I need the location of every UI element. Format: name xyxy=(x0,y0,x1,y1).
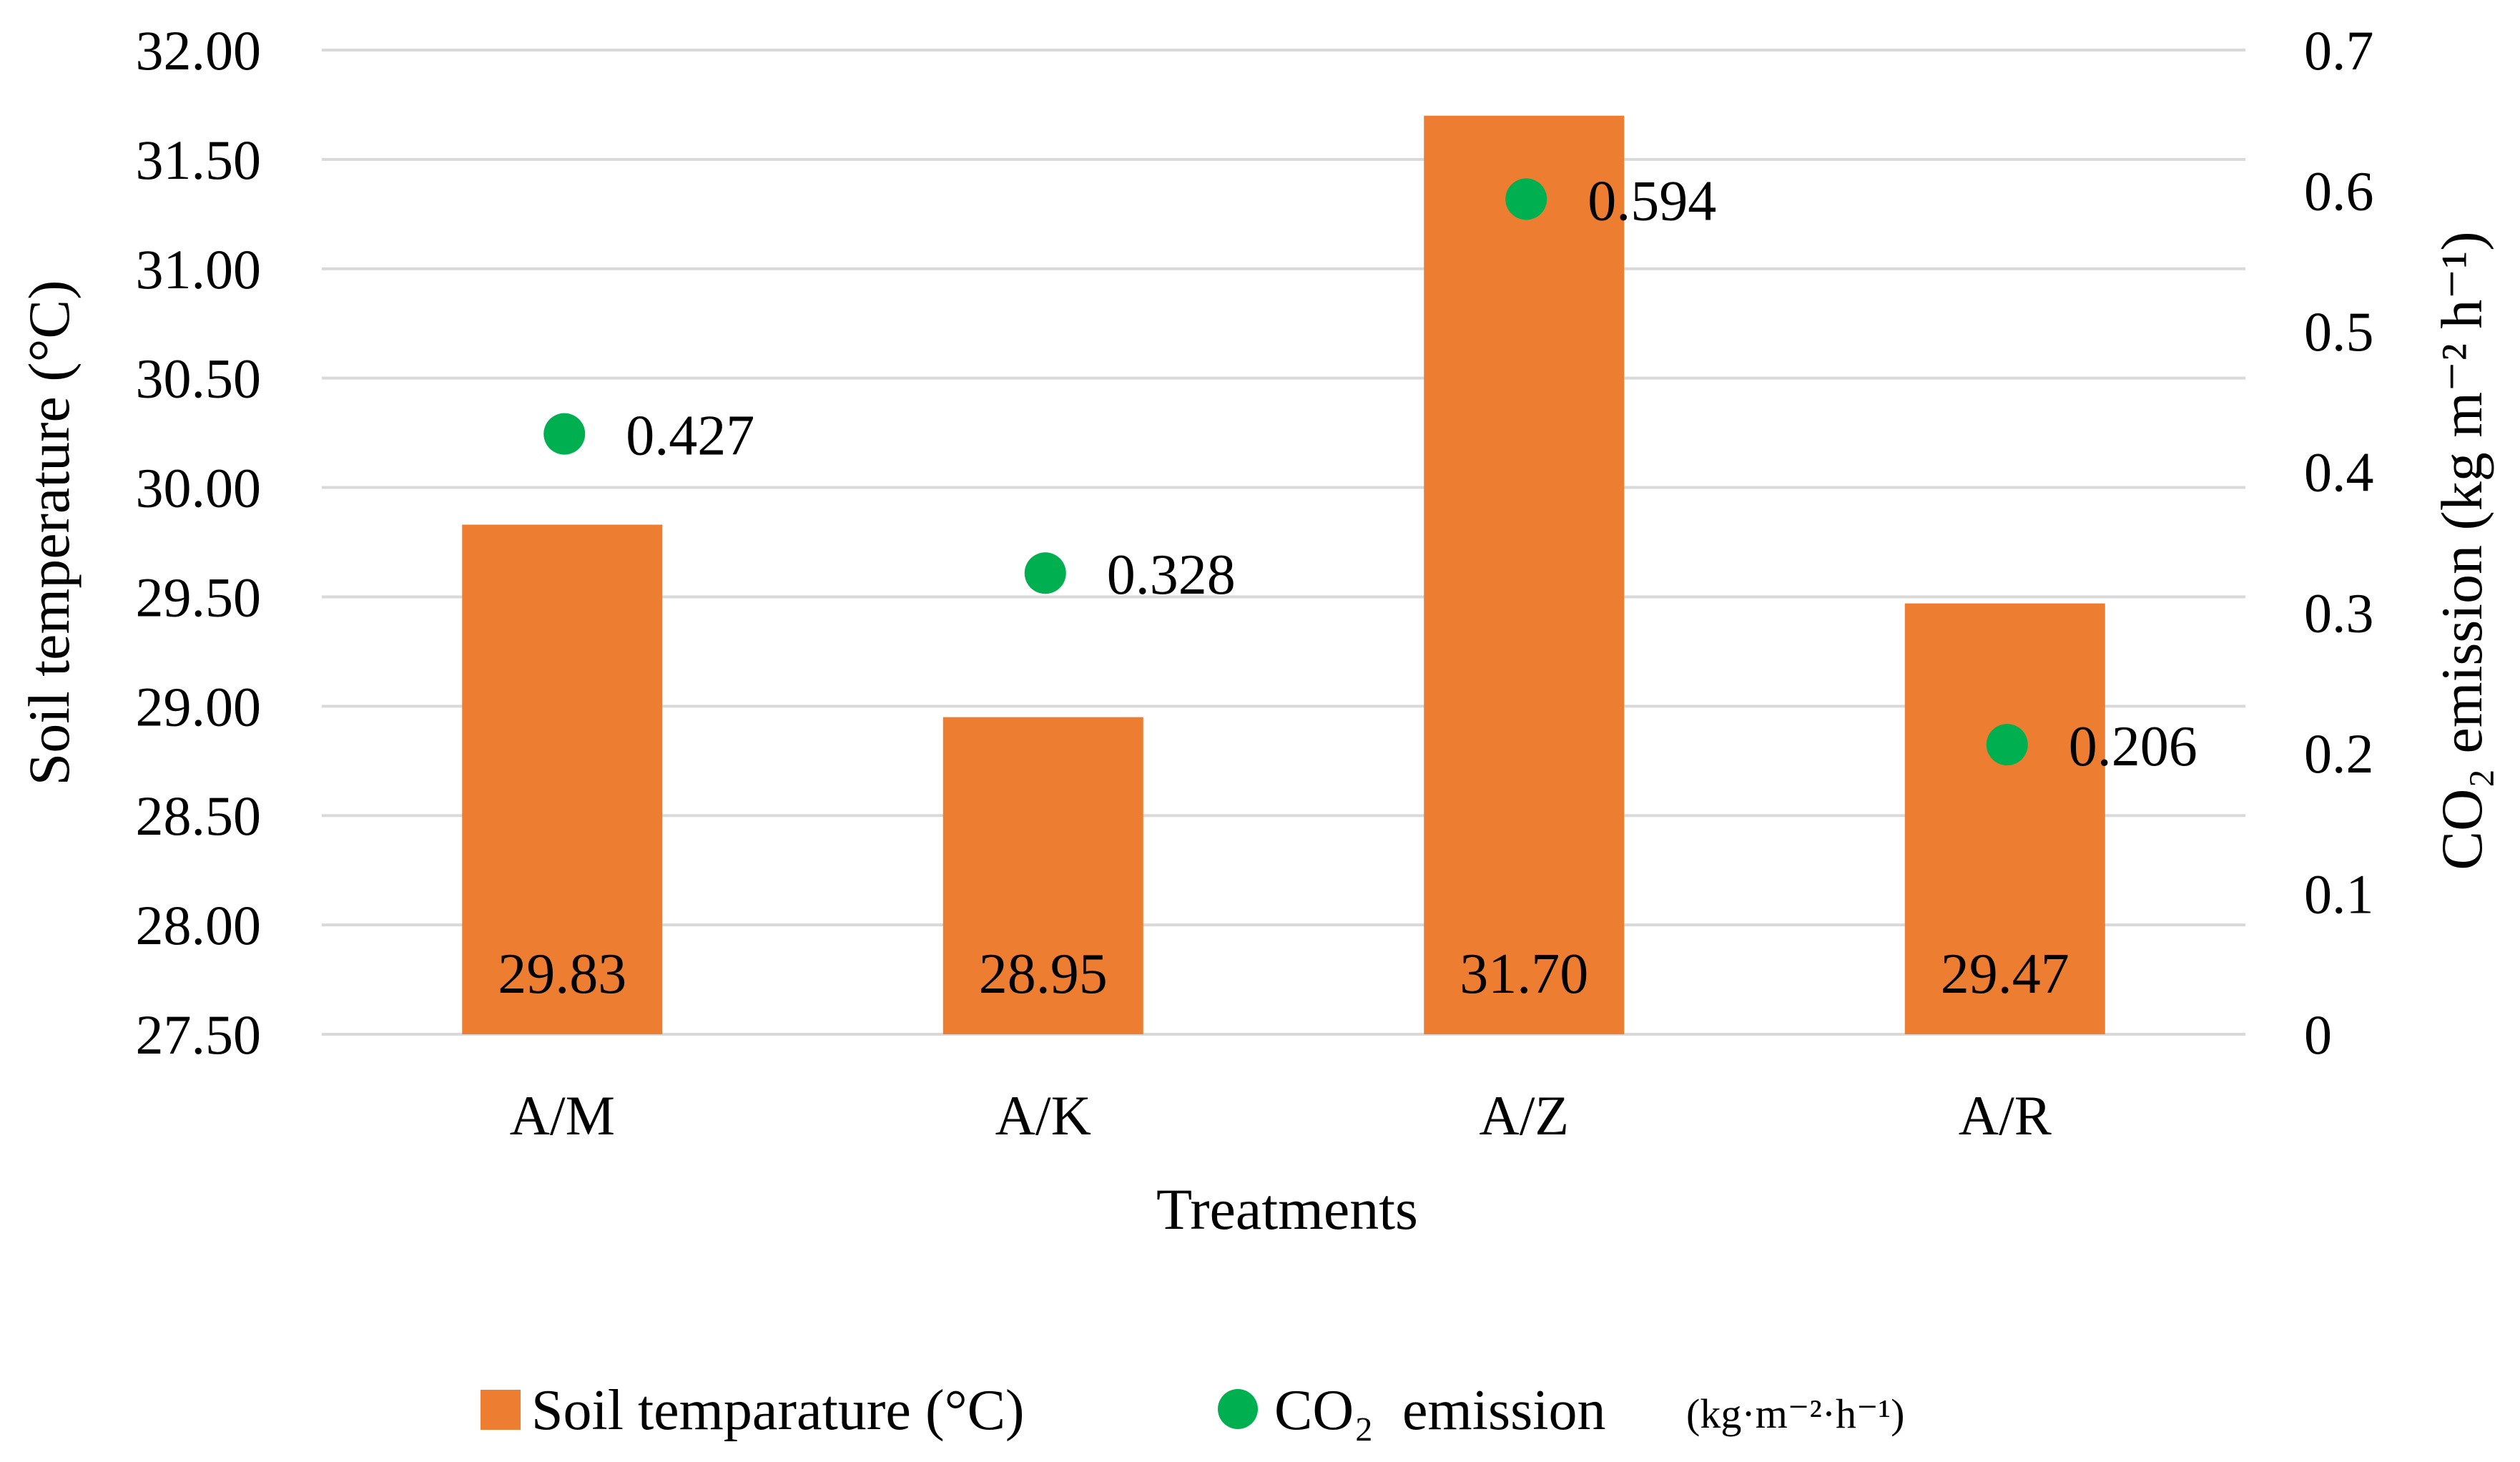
legend: Soil temparature (°C) CO₂ emission (kg·m… xyxy=(481,1379,1904,1442)
y2-tick-label: 0.2 xyxy=(2304,722,2374,785)
bar xyxy=(462,524,663,1034)
dot-data-labels: 0.427 0.328 0.594 0.206 xyxy=(626,170,2197,778)
point-value-label: 0.206 xyxy=(2069,715,2197,778)
bar-value-label: 29.47 xyxy=(1941,943,2069,1006)
y-tick-label: 31.00 xyxy=(136,238,262,300)
y2-tick-label: 0.6 xyxy=(2304,160,2374,222)
x-tick-label: A/K xyxy=(995,1084,1091,1147)
y-tick-label: 28.00 xyxy=(136,894,262,956)
point-value-label: 0.594 xyxy=(1588,170,1716,232)
legend-dot-unit: (kg·m⁻²·h⁻¹) xyxy=(1686,1390,1904,1437)
y-tick-label: 29.00 xyxy=(136,675,262,737)
bar xyxy=(1904,603,2105,1034)
y-tick-label: 28.50 xyxy=(136,785,262,847)
y-tick-label: 32.00 xyxy=(136,19,262,82)
bar-value-label: 29.83 xyxy=(498,943,626,1006)
y-tick-label: 31.50 xyxy=(136,129,262,191)
right-axis-ticks: 0 0.1 0.2 0.3 0.4 0.5 0.6 0.7 xyxy=(2304,19,2374,1066)
y2-tick-label: 0.1 xyxy=(2304,863,2374,925)
point-value-label: 0.328 xyxy=(1107,544,1236,607)
y2-axis-title: CO₂ emission (kg m⁻² h⁻¹) xyxy=(2429,231,2494,870)
legend-dot-label: CO₂ emission xyxy=(1274,1379,1605,1442)
x-axis-title: Treatments xyxy=(1156,1177,1418,1242)
bar-value-label: 28.95 xyxy=(979,943,1108,1006)
x-axis-categories: A/M A/K A/Z A/R xyxy=(510,1084,2052,1147)
point-value-label: 0.427 xyxy=(626,405,754,468)
y2-tick-label: 0.7 xyxy=(2304,19,2374,82)
x-tick-label: A/R xyxy=(1959,1084,2052,1147)
y-axis-title: Soil temperature (°C) xyxy=(16,280,82,786)
y2-tick-label: 0.4 xyxy=(2304,441,2374,504)
data-point xyxy=(1986,724,2028,766)
data-point xyxy=(543,413,586,455)
left-axis-ticks: 27.50 28.00 28.50 29.00 29.50 30.00 30.50 31.00… xyxy=(136,19,262,1066)
y-tick-label: 30.50 xyxy=(136,348,262,410)
legend-dot-swatch xyxy=(1218,1389,1258,1429)
data-point xyxy=(1505,178,1547,220)
dot-series xyxy=(543,178,2028,766)
y-tick-label: 29.50 xyxy=(136,566,262,628)
bar-data-labels: 29.83 28.95 31.70 29.47 xyxy=(498,943,2069,1006)
bar-value-label: 31.70 xyxy=(1460,943,1588,1006)
x-tick-label: A/Z xyxy=(1479,1084,1569,1147)
y-tick-label: 27.50 xyxy=(136,1004,262,1066)
y2-tick-label: 0.5 xyxy=(2304,300,2374,363)
legend-bar-swatch xyxy=(481,1390,521,1430)
y-tick-label: 30.00 xyxy=(136,457,262,519)
x-tick-label: A/M xyxy=(510,1084,615,1147)
bar xyxy=(942,717,1143,1034)
legend-bar-label: Soil temparature (°C) xyxy=(531,1379,1025,1442)
bar xyxy=(1424,115,1625,1034)
data-point xyxy=(1024,552,1066,594)
bar-series xyxy=(462,115,2105,1034)
y2-tick-label: 0.3 xyxy=(2304,582,2374,644)
y2-tick-label: 0 xyxy=(2304,1004,2332,1066)
